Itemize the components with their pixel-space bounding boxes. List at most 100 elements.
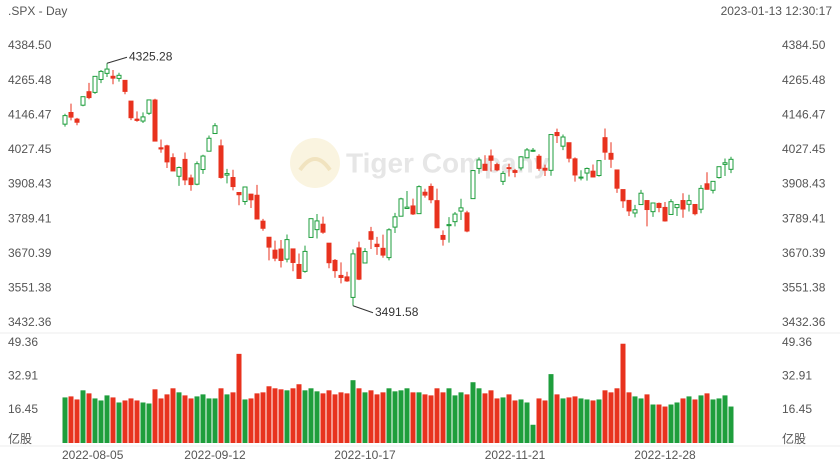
- volume-unit: 亿股: [8, 431, 32, 446]
- volume-bar: [620, 343, 626, 443]
- volume-bar: [224, 394, 230, 443]
- candle-body: [422, 191, 428, 196]
- candle-body: [602, 137, 608, 153]
- volume-bar: [230, 392, 236, 443]
- candle-body: [308, 218, 314, 238]
- volume-bar: [314, 391, 320, 443]
- candle-body: [506, 167, 512, 170]
- volume-bar: [86, 393, 92, 443]
- y-tick-label: 4265.48: [8, 73, 52, 87]
- candle-body: [608, 152, 614, 160]
- volume-unit: 亿股: [782, 431, 806, 446]
- candle-body: [80, 96, 86, 106]
- volume-bar: [722, 395, 728, 443]
- volume-bar: [350, 380, 356, 443]
- candle-body: [596, 160, 602, 177]
- y-tick-label: 3908.43: [8, 177, 52, 191]
- y-tick-label: 3789.41: [8, 211, 52, 225]
- high-annotation: 4325.28: [129, 49, 173, 63]
- volume-bar: [206, 398, 212, 443]
- volume-bar: [452, 395, 458, 443]
- volume-bar: [530, 424, 536, 443]
- y-tick-label-right: 3789.41: [782, 211, 826, 225]
- candle-body: [692, 203, 698, 215]
- candle-body: [590, 170, 596, 178]
- candle-body: [278, 248, 284, 261]
- candle-body: [176, 167, 182, 177]
- candle-body: [410, 205, 416, 215]
- volume-bar: [134, 400, 140, 443]
- low-annotation: 3491.58: [375, 305, 419, 319]
- y-tick-label-right: 4384.50: [782, 38, 826, 52]
- candle-body: [296, 263, 302, 279]
- candle-body: [362, 251, 368, 264]
- y-tick-label-right: 4146.47: [782, 107, 826, 121]
- candle-body: [224, 173, 230, 176]
- volume-bar: [116, 402, 122, 443]
- x-tick-label: 2022-12-28: [634, 448, 696, 462]
- candle-body: [302, 250, 308, 272]
- candle-body: [200, 155, 206, 171]
- candle-body: [140, 116, 146, 122]
- candle-body: [194, 163, 200, 185]
- volume-bar: [380, 392, 386, 443]
- volume-bar: [692, 399, 698, 443]
- volume-bar: [68, 396, 74, 443]
- candle-body: [458, 207, 464, 212]
- candle-body: [722, 162, 728, 165]
- volume-bar: [302, 390, 308, 443]
- volume-bar: [602, 390, 608, 443]
- volume-bar: [128, 398, 134, 443]
- candle-body: [572, 158, 578, 176]
- volume-bar: [296, 384, 302, 443]
- volume-bar: [470, 382, 476, 443]
- candle-body: [710, 180, 716, 191]
- candle-body: [170, 157, 176, 172]
- volume-bar: [356, 388, 362, 443]
- candle-body: [500, 172, 506, 182]
- volume-bar: [194, 396, 200, 443]
- candle-body: [704, 183, 710, 190]
- candle-body: [164, 145, 170, 163]
- x-tick-label: 2022-08-05: [62, 448, 124, 462]
- volume-bar: [164, 394, 170, 443]
- volume-bar: [428, 395, 434, 443]
- candle-body: [656, 202, 662, 209]
- candle-body: [74, 118, 80, 123]
- logo-circle: [290, 138, 340, 188]
- volume-bar: [188, 398, 194, 443]
- y-tick-label-right: 3908.43: [782, 177, 826, 191]
- volume-bar: [176, 392, 182, 443]
- candle-body: [650, 202, 656, 213]
- volume-bar: [98, 400, 104, 443]
- volume-bar: [272, 388, 278, 443]
- volume-bar: [104, 395, 110, 443]
- candle-body: [320, 223, 326, 233]
- volume-bar: [122, 400, 128, 443]
- volume-bar: [242, 399, 248, 443]
- volume-bar: [338, 392, 344, 443]
- candle-body: [446, 224, 452, 227]
- volume-bar: [572, 396, 578, 443]
- volume-bar: [698, 395, 704, 443]
- candle-body: [260, 220, 266, 229]
- volume-bar: [416, 392, 422, 443]
- annotation-line: [106, 56, 128, 64]
- y-tick-label-right: 3670.39: [782, 246, 826, 260]
- candle-body: [644, 200, 650, 211]
- volume-bar: [374, 394, 380, 443]
- candle-body: [440, 234, 446, 240]
- candle-body: [434, 200, 440, 229]
- volume-bar: [344, 393, 350, 443]
- candle-body: [128, 100, 134, 119]
- candle-body: [548, 134, 554, 171]
- candle-body: [662, 206, 668, 222]
- volume-bar: [458, 392, 464, 443]
- candle-body: [530, 149, 536, 152]
- volume-bar: [422, 394, 428, 443]
- volume-bar: [482, 393, 488, 443]
- candle-body: [512, 170, 518, 173]
- candle-body: [104, 68, 110, 74]
- candle-body: [518, 156, 524, 169]
- volume-tick-label-right: 32.91: [782, 368, 812, 382]
